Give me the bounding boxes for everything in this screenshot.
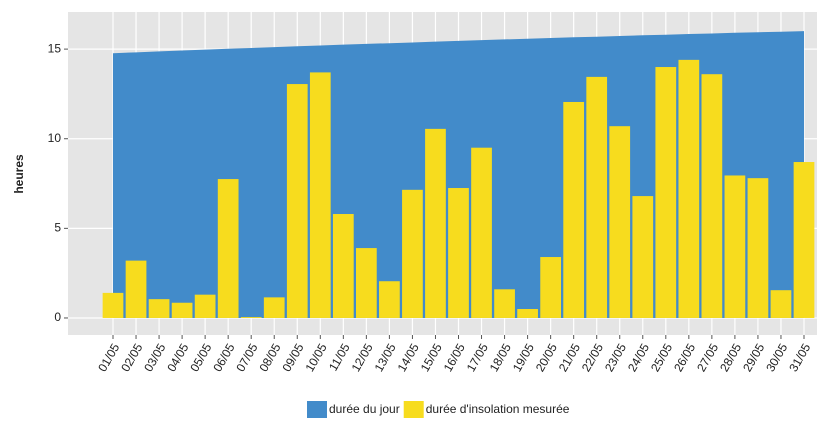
bar bbox=[402, 189, 423, 318]
x-tick-label: 24/05 bbox=[625, 341, 652, 374]
x-tick-label: 14/05 bbox=[395, 341, 422, 374]
x-tick-label: 01/05 bbox=[95, 341, 122, 374]
y-tick-label: 15 bbox=[48, 41, 62, 55]
bar bbox=[770, 290, 792, 318]
bar bbox=[747, 178, 769, 318]
bar bbox=[425, 128, 446, 318]
area bbox=[113, 31, 804, 318]
bar bbox=[609, 126, 631, 318]
x-tick-label: 31/05 bbox=[786, 341, 813, 374]
bar bbox=[517, 309, 538, 318]
bar bbox=[655, 67, 677, 318]
x-tick-label: 13/05 bbox=[372, 341, 399, 374]
bar bbox=[540, 257, 561, 318]
x-tick-label: 16/05 bbox=[441, 341, 468, 374]
y-tick-label: 10 bbox=[48, 131, 62, 145]
y-tick-label: 5 bbox=[54, 221, 61, 235]
bar bbox=[194, 294, 216, 318]
x-tick-label: 25/05 bbox=[648, 341, 675, 374]
x-tick-label: 26/05 bbox=[671, 341, 698, 374]
bar bbox=[701, 74, 723, 318]
bar bbox=[494, 289, 515, 318]
bar bbox=[102, 292, 124, 318]
x-tick-label: 04/05 bbox=[164, 341, 191, 374]
x-tick-label: 21/05 bbox=[556, 341, 583, 374]
x-tick-label: 19/05 bbox=[510, 341, 537, 374]
legend-label: durée d'insolation mesurée bbox=[426, 402, 570, 416]
bar bbox=[356, 248, 377, 318]
bar bbox=[309, 72, 331, 318]
x-tick-label: 06/05 bbox=[210, 341, 237, 374]
legend-swatch bbox=[307, 401, 327, 418]
bar bbox=[240, 317, 262, 318]
x-tick-label: 12/05 bbox=[349, 341, 376, 374]
x-tick-label: 09/05 bbox=[279, 341, 306, 374]
x-tick-label: 15/05 bbox=[418, 341, 445, 374]
x-tick-label: 11/05 bbox=[326, 341, 353, 374]
bar bbox=[448, 188, 469, 318]
bar bbox=[724, 175, 746, 318]
legend-label: durée du jour bbox=[329, 402, 400, 416]
x-tick-label: 27/05 bbox=[694, 341, 721, 374]
x-tick-label: 07/05 bbox=[233, 341, 260, 374]
x-tick-label: 23/05 bbox=[602, 341, 629, 374]
x-tick-label: 08/05 bbox=[256, 341, 283, 374]
bar bbox=[632, 196, 654, 318]
x-tick-label: 03/05 bbox=[141, 341, 168, 374]
legend-swatch bbox=[403, 401, 424, 418]
bar bbox=[148, 299, 170, 318]
bar bbox=[586, 76, 608, 318]
x-tick-label: 30/05 bbox=[763, 341, 790, 374]
y-tick-label: 0 bbox=[54, 310, 61, 324]
x-tick-label: 28/05 bbox=[717, 341, 744, 374]
x-tick-label: 17/05 bbox=[464, 341, 491, 374]
bar bbox=[379, 281, 400, 318]
bar bbox=[793, 162, 815, 318]
bar bbox=[217, 179, 239, 318]
bar bbox=[125, 260, 147, 318]
x-tick-label: 05/05 bbox=[187, 341, 214, 374]
x-tick-label: 29/05 bbox=[740, 341, 767, 374]
x-tick-label: 20/05 bbox=[533, 341, 560, 374]
y-axis-label: heures bbox=[12, 154, 26, 194]
bar bbox=[563, 101, 585, 318]
bar bbox=[678, 59, 700, 318]
bar bbox=[471, 147, 492, 318]
bar bbox=[171, 302, 193, 318]
x-tick-label: 22/05 bbox=[579, 341, 606, 374]
bar bbox=[332, 214, 354, 318]
bar bbox=[286, 84, 308, 318]
x-tick-label: 18/05 bbox=[487, 341, 514, 374]
x-tick-label: 02/05 bbox=[118, 341, 145, 374]
x-tick-label: 10/05 bbox=[303, 341, 330, 374]
bar bbox=[263, 297, 285, 318]
